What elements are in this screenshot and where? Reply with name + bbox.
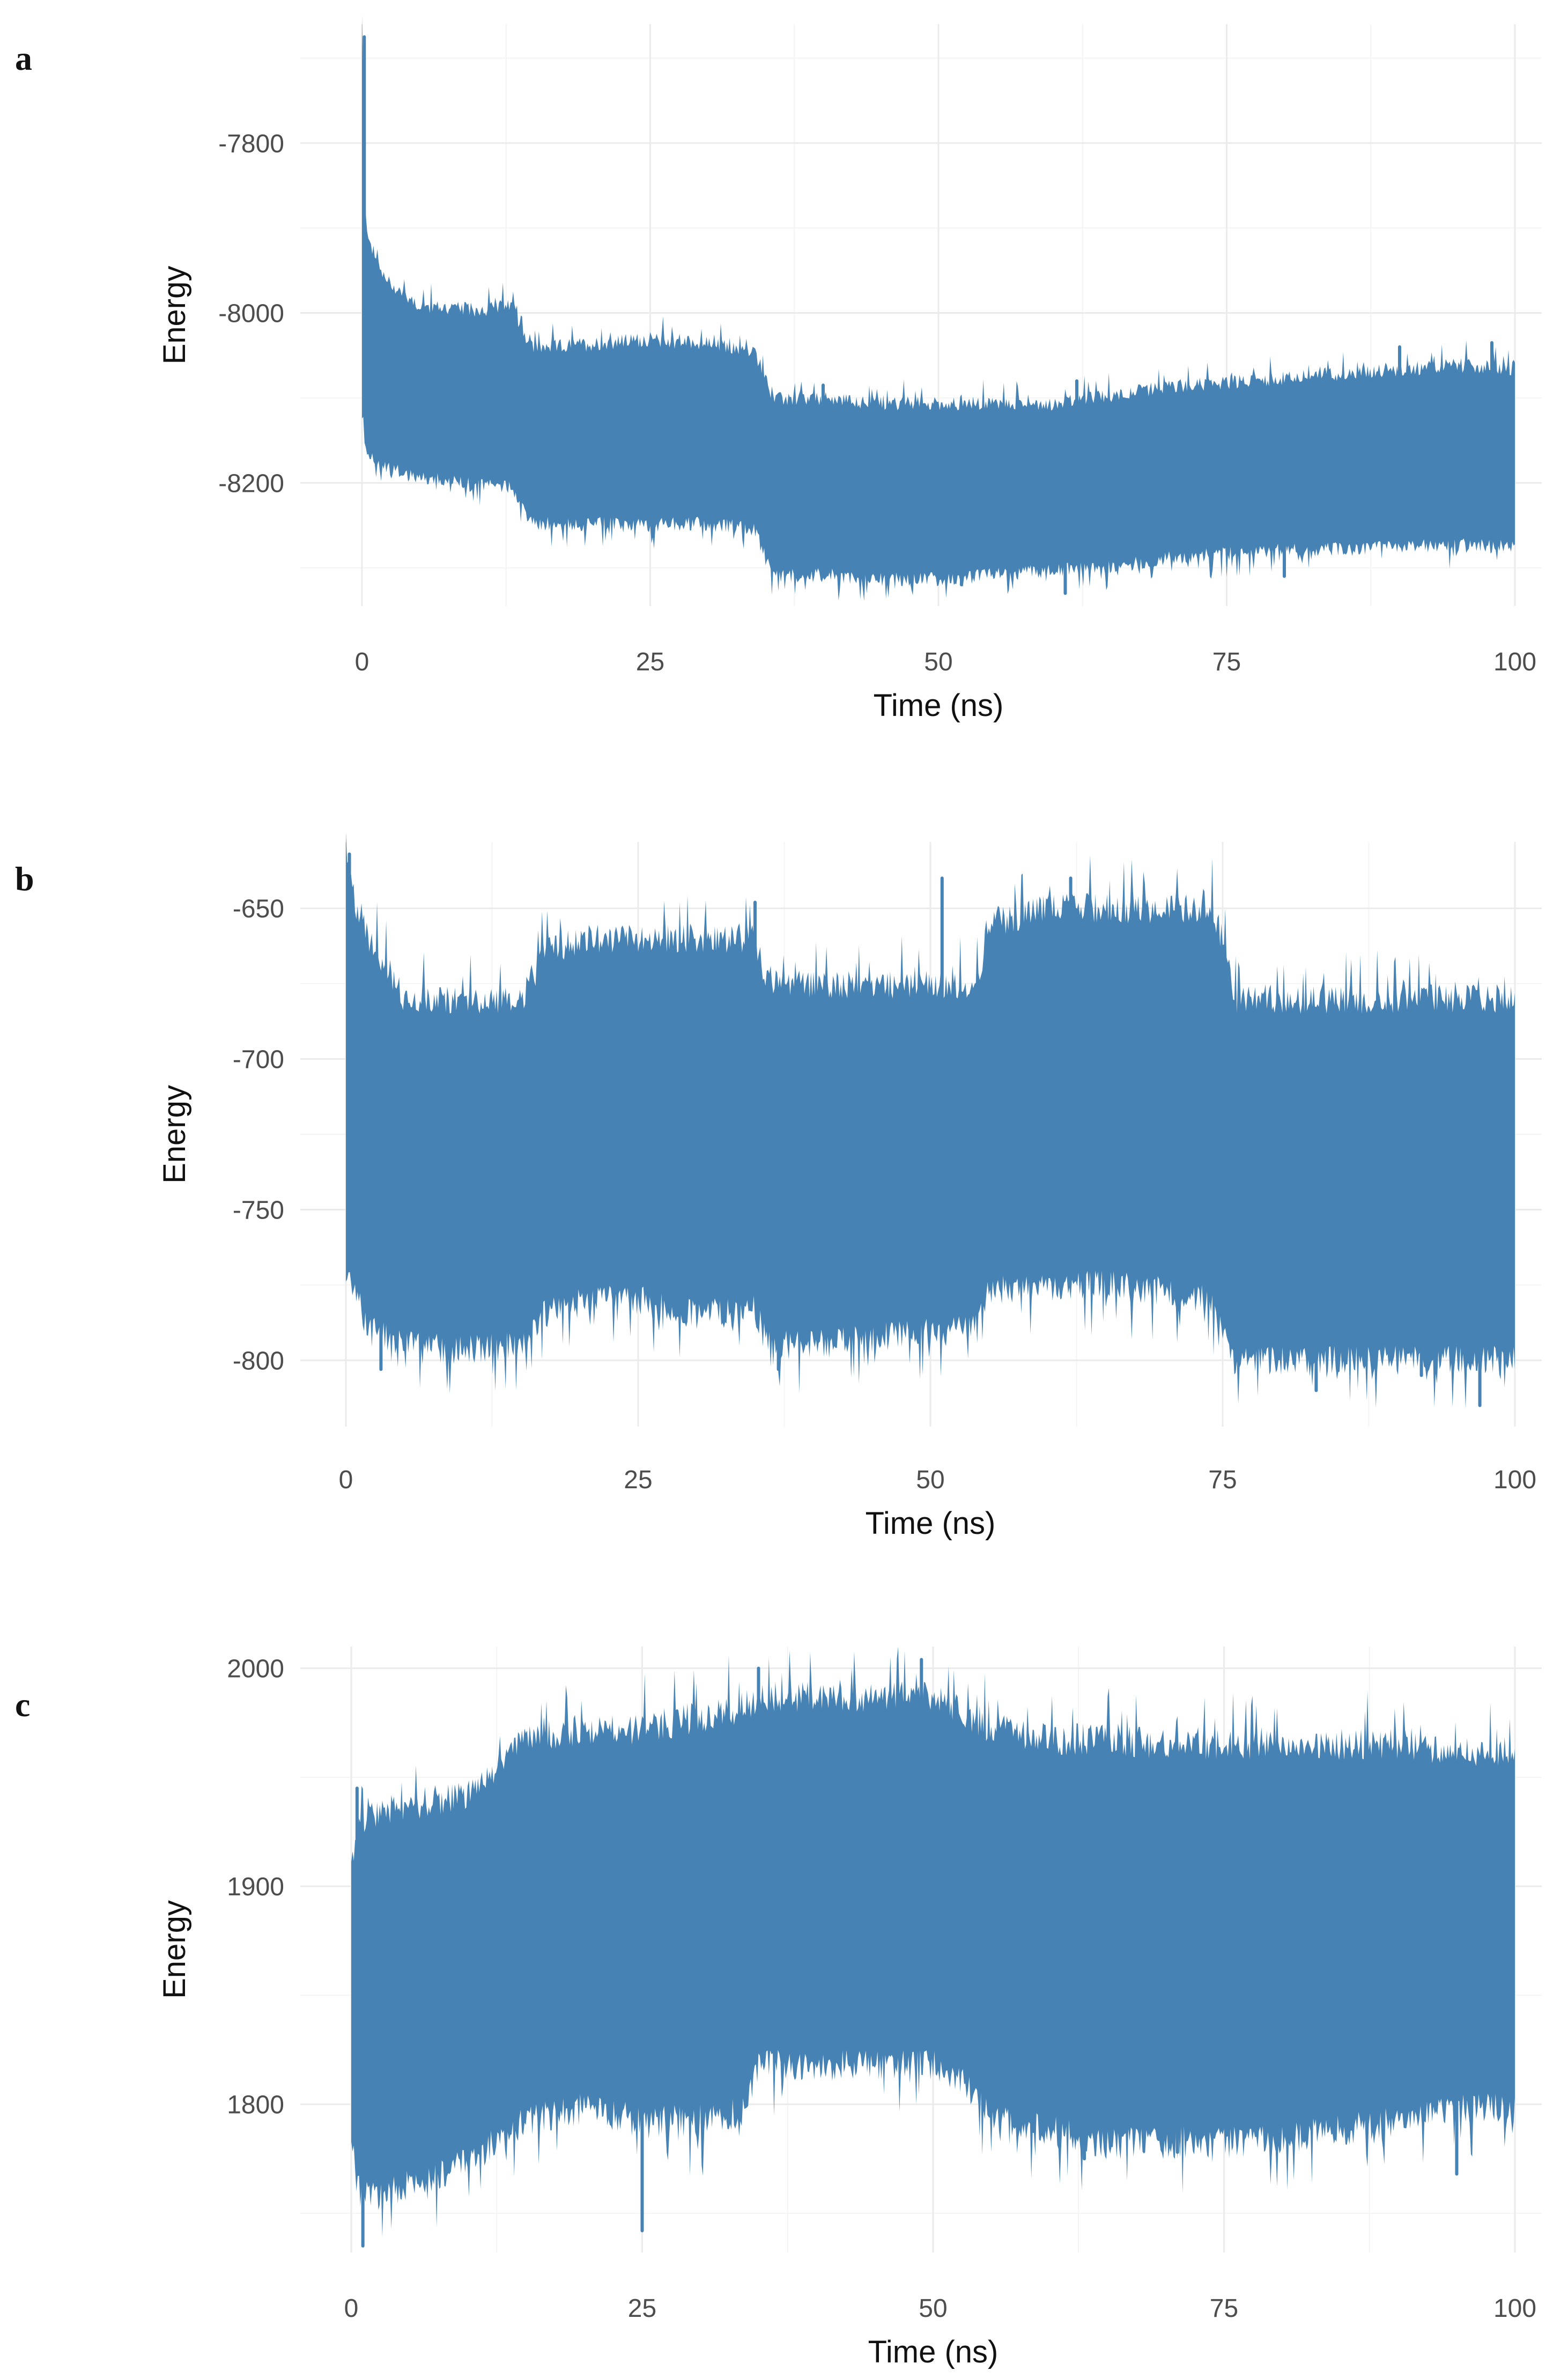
x-tick-label: 75	[1212, 648, 1241, 676]
y-tick-label: -700	[233, 1046, 284, 1074]
x-tick-label: 0	[344, 2294, 359, 2323]
y-tick-label: 2000	[227, 1655, 284, 1683]
energy-plot-panel-c: c 0 25 50 75 100 2000 1900 1800 Time (ns) Energy	[15, 1646, 1542, 2369]
x-tick-label: 50	[924, 648, 952, 676]
panel-letter: b	[15, 860, 34, 898]
y-axis-title: Energy	[157, 266, 192, 365]
x-axis-title: Time (ns)	[868, 2335, 999, 2369]
energy-trace-series	[346, 832, 1515, 1409]
y-tick-label: -650	[233, 895, 284, 924]
panel-letter: a	[15, 39, 32, 77]
x-tick-label: 25	[624, 1466, 652, 1494]
x-tick-label: 50	[919, 2294, 947, 2323]
panel-letter: c	[15, 1686, 30, 1724]
y-tick-label: -750	[233, 1196, 284, 1224]
x-tick-label: 75	[1208, 1466, 1237, 1494]
y-tick-label: -7800	[218, 130, 284, 158]
x-tick-label: 25	[628, 2294, 656, 2323]
y-axis-title: Energy	[157, 1085, 192, 1184]
x-tick-label: 50	[916, 1466, 944, 1494]
x-tick-label: 100	[1493, 2294, 1536, 2323]
y-tick-label: 1800	[227, 2091, 284, 2119]
y-tick-label: -8200	[218, 469, 284, 498]
x-tick-label: 100	[1493, 648, 1536, 676]
x-tick-label: 0	[339, 1466, 353, 1494]
energy-plot-panel-b: b 0 25 50 75 100 -650 -700 -750 -800 Time (ns) Ener…	[15, 832, 1542, 1541]
x-tick-label: 0	[355, 648, 369, 676]
x-tick-label: 75	[1210, 2294, 1238, 2323]
y-tick-label: -8000	[218, 300, 284, 328]
y-tick-label: 1900	[227, 1873, 284, 1901]
energy-trace-series	[362, 16, 1515, 601]
x-tick-label: 100	[1493, 1466, 1536, 1494]
energy-plot-panel-a: a 0 25 50 75 100 -7800 -8000 -8200 Time (ns) Energ…	[15, 16, 1542, 723]
x-axis-title: Time (ns)	[874, 688, 1004, 723]
x-axis-title: Time (ns)	[866, 1506, 996, 1541]
y-axis-title: Energy	[157, 1900, 192, 1999]
x-tick-label: 25	[636, 648, 664, 676]
y-tick-label: -800	[233, 1347, 284, 1375]
